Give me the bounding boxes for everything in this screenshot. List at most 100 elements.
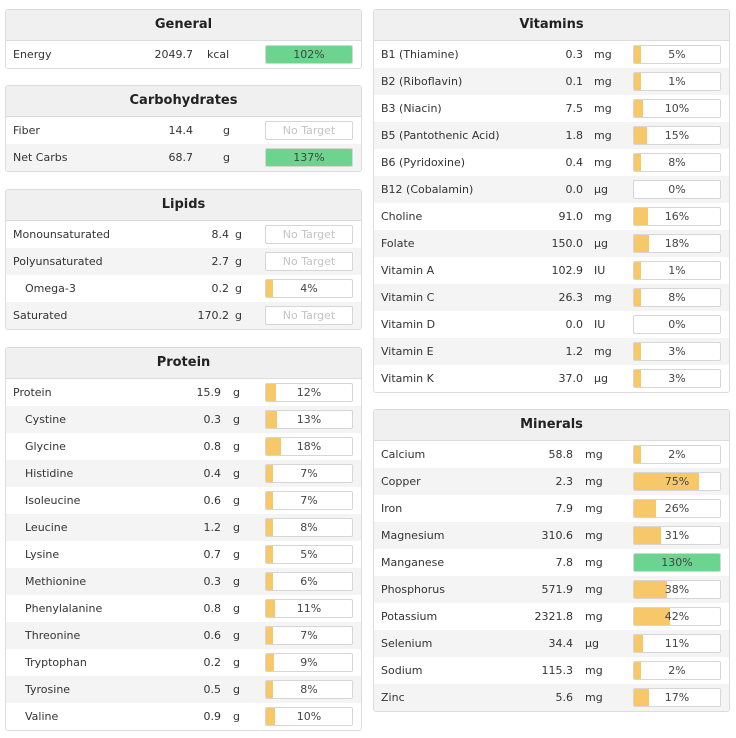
- nutrient-unit: g: [235, 228, 242, 241]
- nutrient-row[interactable]: B2 (Riboflavin) 0.1 mg 1%: [374, 68, 729, 95]
- nutrient-row[interactable]: Calcium 58.8 mg 2%: [374, 441, 729, 468]
- nutrient-row[interactable]: Selenium 34.4 µg 11%: [374, 630, 729, 657]
- target-percent-label: 0%: [668, 318, 686, 331]
- nutrient-name: Tryptophan: [25, 656, 87, 669]
- nutrient-row[interactable]: Polyunsaturated 2.7 g No Target: [6, 248, 361, 275]
- nutrient-row[interactable]: B12 (Cobalamin) 0.0 µg 0%: [374, 176, 729, 203]
- nutrient-row[interactable]: Energy 2049.7 kcal 102%: [6, 41, 361, 68]
- nutrient-unit: mg: [585, 502, 603, 515]
- target-progress-fill: [634, 446, 641, 463]
- nutrient-row[interactable]: Vitamin D 0.0 IU 0%: [374, 311, 729, 338]
- target-progress-bar: 130%: [633, 553, 721, 572]
- nutrient-row[interactable]: Vitamin E 1.2 mg 3%: [374, 338, 729, 365]
- nutrient-row[interactable]: Choline 91.0 mg 16%: [374, 203, 729, 230]
- nutrient-row[interactable]: B6 (Pyridoxine) 0.4 mg 8%: [374, 149, 729, 176]
- nutrient-row[interactable]: Iron 7.9 mg 26%: [374, 495, 729, 522]
- nutrient-unit: g: [223, 151, 230, 164]
- nutrient-row[interactable]: Omega-3 0.2 g 4%: [6, 275, 361, 302]
- panel-title: Carbohydrates: [6, 86, 361, 117]
- nutrient-row[interactable]: Histidine 0.4 g 7%: [6, 460, 361, 487]
- target-progress-fill: [266, 654, 274, 671]
- nutrient-row[interactable]: Tyrosine 0.5 g 8%: [6, 676, 361, 703]
- nutrient-row[interactable]: Manganese 7.8 mg 130%: [374, 549, 729, 576]
- nutrient-row[interactable]: Vitamin C 26.3 mg 8%: [374, 284, 729, 311]
- target-progress-bar: 10%: [265, 707, 353, 726]
- nutrient-name: Methionine: [25, 575, 87, 588]
- nutrient-unit: IU: [594, 318, 606, 331]
- nutrient-row[interactable]: Lysine 0.7 g 5%: [6, 541, 361, 568]
- nutrient-unit: g: [233, 386, 240, 399]
- target-progress-fill: [634, 608, 670, 625]
- nutrient-name: B12 (Cobalamin): [381, 183, 474, 196]
- nutrient-unit: g: [235, 282, 242, 295]
- nutrient-unit: IU: [594, 264, 606, 277]
- nutrient-row[interactable]: Sodium 115.3 mg 2%: [374, 657, 729, 684]
- nutrient-amount: 7.5: [565, 102, 584, 115]
- nutrient-row[interactable]: B1 (Thiamine) 0.3 mg 5%: [374, 41, 729, 68]
- nutrient-row[interactable]: Copper 2.3 mg 75%: [374, 468, 729, 495]
- nutrient-row[interactable]: Phosphorus 571.9 mg 38%: [374, 576, 729, 603]
- nutrient-amount: 0.8: [203, 602, 222, 615]
- panel-general: General Energy 2049.7 kcal 102%: [5, 9, 362, 69]
- nutrient-row[interactable]: Potassium 2321.8 mg 42%: [374, 603, 729, 630]
- nutrient-row[interactable]: Methionine 0.3 g 6%: [6, 568, 361, 595]
- nutrient-amount: 0.7: [203, 548, 222, 561]
- target-progress-bar: 0%: [633, 180, 721, 199]
- nutrient-row[interactable]: Isoleucine 0.6 g 7%: [6, 487, 361, 514]
- nutrient-row[interactable]: Folate 150.0 µg 18%: [374, 230, 729, 257]
- nutrient-name: Vitamin K: [381, 372, 434, 385]
- target-percent-label: 11%: [296, 602, 322, 615]
- nutrient-amount: 7.9: [555, 502, 574, 515]
- nutrient-amount: 170.2: [197, 309, 230, 322]
- nutrient-name: Net Carbs: [13, 151, 68, 164]
- target-progress-bar: 13%: [265, 410, 353, 429]
- nutrient-row[interactable]: B5 (Pantothenic Acid) 1.8 mg 15%: [374, 122, 729, 149]
- nutrient-row[interactable]: Vitamin K 37.0 µg 3%: [374, 365, 729, 392]
- nutrient-unit: mg: [585, 529, 603, 542]
- target-progress-fill: [634, 689, 649, 706]
- nutrient-row[interactable]: Fiber 14.4 g No Target: [6, 117, 361, 144]
- target-progress-fill: [634, 554, 720, 571]
- nutrient-unit: mg: [594, 156, 612, 169]
- target-progress-fill: [266, 384, 276, 401]
- nutrient-row[interactable]: Magnesium 310.6 mg 31%: [374, 522, 729, 549]
- nutrient-row[interactable]: Glycine 0.8 g 18%: [6, 433, 361, 460]
- nutrient-name: Lysine: [25, 548, 60, 561]
- target-progress-bar: 0%: [633, 315, 721, 334]
- nutrient-row[interactable]: Monounsaturated 8.4 g No Target: [6, 221, 361, 248]
- nutrient-row[interactable]: B3 (Niacin) 7.5 mg 10%: [374, 95, 729, 122]
- nutrient-row[interactable]: Threonine 0.6 g 7%: [6, 622, 361, 649]
- nutrient-row[interactable]: Valine 0.9 g 10%: [6, 703, 361, 730]
- nutrient-unit: kcal: [207, 48, 230, 61]
- target-percent-label: 17%: [664, 691, 690, 704]
- target-percent-label: 7%: [300, 494, 318, 507]
- nutrient-row[interactable]: Cystine 0.3 g 13%: [6, 406, 361, 433]
- target-progress-fill: [634, 235, 649, 252]
- target-progress-fill: [634, 635, 643, 652]
- nutrient-name: Glycine: [25, 440, 66, 453]
- nutrient-unit: g: [233, 575, 240, 588]
- target-percent-label: 38%: [664, 583, 690, 596]
- target-progress-bar: 7%: [265, 491, 353, 510]
- nutrient-amount: 0.4: [203, 467, 222, 480]
- target-progress-fill: [634, 262, 641, 279]
- nutrient-row[interactable]: Leucine 1.2 g 8%: [6, 514, 361, 541]
- target-percent-label: No Target: [282, 228, 336, 241]
- nutrient-amount: 14.4: [168, 124, 194, 137]
- nutrient-row[interactable]: Net Carbs 68.7 g 137%: [6, 144, 361, 171]
- nutrient-amount: 26.3: [558, 291, 584, 304]
- nutrient-row[interactable]: Saturated 170.2 g No Target: [6, 302, 361, 329]
- panel-minerals: Minerals Calcium 58.8 mg 2% Copper 2.3 mg 75% Iro…: [373, 409, 730, 712]
- target-progress-bar: 18%: [265, 437, 353, 456]
- target-percent-label: 42%: [664, 610, 690, 623]
- nutrient-name: Tyrosine: [25, 683, 71, 696]
- nutrient-row[interactable]: Phenylalanine 0.8 g 11%: [6, 595, 361, 622]
- nutrient-row[interactable]: Protein 15.9 g 12%: [6, 379, 361, 406]
- nutrient-amount: 58.8: [548, 448, 574, 461]
- nutrient-row[interactable]: Vitamin A 102.9 IU 1%: [374, 257, 729, 284]
- nutrient-row[interactable]: Tryptophan 0.2 g 9%: [6, 649, 361, 676]
- target-percent-label: 6%: [300, 575, 318, 588]
- nutrient-row[interactable]: Zinc 5.6 mg 17%: [374, 684, 729, 711]
- target-progress-fill: [266, 600, 275, 617]
- target-progress-fill: [266, 280, 273, 297]
